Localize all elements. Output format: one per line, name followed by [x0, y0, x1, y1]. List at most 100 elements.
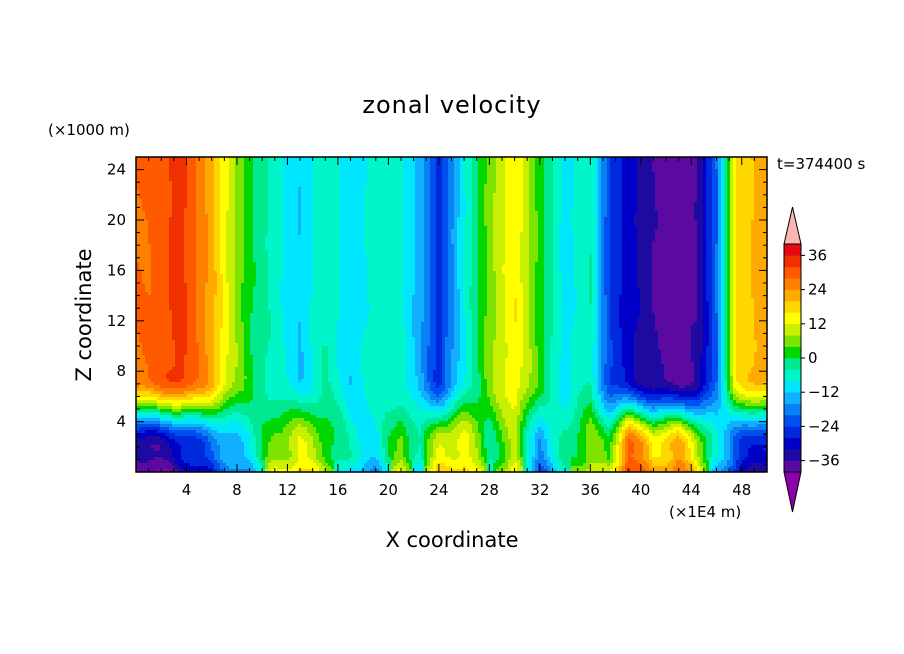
field-cell	[430, 301, 437, 305]
field-cell	[721, 352, 725, 356]
field-cell	[445, 346, 455, 350]
field-cell	[505, 229, 524, 233]
field-cell	[730, 157, 734, 161]
field-cell	[487, 163, 497, 167]
field-cell	[487, 256, 494, 260]
field-cell	[610, 169, 623, 173]
field-cell	[523, 364, 533, 368]
field-cell	[283, 214, 299, 218]
field-cell	[655, 322, 695, 326]
field-cell	[172, 208, 185, 212]
field-cell	[487, 268, 494, 272]
field-cell	[268, 280, 281, 284]
field-cell	[595, 247, 599, 251]
field-cell	[286, 367, 299, 371]
field-cell	[553, 241, 560, 245]
field-cell	[205, 328, 215, 332]
field-cell	[136, 298, 170, 302]
field-cell	[601, 289, 605, 293]
field-cell	[424, 382, 431, 386]
field-cell	[505, 253, 521, 257]
field-cell	[622, 229, 638, 233]
field-cell	[601, 280, 605, 284]
field-cell	[718, 370, 722, 374]
field-cell	[493, 211, 506, 215]
field-cell	[286, 361, 299, 365]
field-cell	[424, 241, 431, 245]
field-cell	[610, 211, 623, 215]
field-cell	[457, 370, 467, 374]
field-cell	[154, 382, 194, 386]
field-cell	[322, 361, 329, 365]
field-cell	[445, 388, 449, 392]
field-cell	[424, 283, 431, 287]
field-cell	[706, 157, 713, 161]
field-cell	[430, 238, 437, 242]
field-cell	[550, 367, 560, 371]
field-cell	[244, 175, 254, 179]
field-cell	[424, 310, 431, 314]
field-cell	[286, 355, 299, 359]
field-cell	[313, 292, 341, 296]
field-cell	[553, 274, 563, 278]
field-cell	[493, 250, 506, 254]
field-cell	[472, 364, 479, 368]
field-cell	[457, 274, 464, 278]
field-cell	[454, 169, 461, 173]
field-cell	[715, 385, 719, 389]
field-cell	[628, 397, 638, 401]
field-cell	[283, 232, 299, 236]
field-cell	[244, 163, 254, 167]
field-cell	[313, 175, 341, 179]
field-cell	[520, 271, 530, 275]
field-cell	[151, 292, 170, 296]
field-cell	[301, 217, 314, 221]
field-cell	[598, 340, 602, 344]
field-cell	[655, 319, 698, 323]
field-cell	[718, 253, 722, 257]
field-cell	[712, 178, 719, 182]
field-cell	[208, 355, 215, 359]
field-cell	[727, 388, 731, 392]
field-cell	[235, 280, 245, 284]
field-cell	[424, 178, 431, 182]
field-cell	[313, 184, 341, 188]
field-cell	[496, 286, 506, 290]
field-cell	[706, 166, 713, 170]
field-cell	[751, 157, 768, 161]
field-cell	[505, 388, 518, 392]
field-cell	[607, 358, 614, 362]
field-cell	[523, 310, 530, 314]
field-cell	[721, 385, 725, 389]
field-cell	[577, 397, 593, 401]
field-cell	[484, 370, 494, 374]
field-cell	[571, 226, 596, 230]
field-cell	[721, 169, 725, 173]
field-cell	[403, 292, 416, 296]
field-cell	[595, 241, 599, 245]
field-cell	[706, 250, 713, 254]
field-cell	[598, 385, 602, 389]
field-cell	[700, 361, 707, 365]
field-cell	[235, 376, 248, 380]
field-cell	[172, 190, 188, 194]
field-cell	[283, 181, 314, 185]
field-cell	[622, 340, 635, 344]
field-cell	[637, 319, 656, 323]
field-cell	[712, 247, 716, 251]
field-cell	[283, 331, 299, 335]
field-cell	[484, 208, 494, 212]
field-cell	[691, 355, 701, 359]
field-cell	[559, 247, 575, 251]
field-cell	[652, 244, 698, 248]
field-cell	[250, 334, 272, 338]
field-cell	[622, 172, 638, 176]
field-cell	[529, 211, 539, 215]
field-cell	[226, 370, 236, 374]
field-cell	[208, 220, 215, 224]
field-cell	[727, 196, 731, 200]
field-cell	[253, 289, 269, 293]
field-cell	[466, 352, 473, 356]
field-cell	[136, 256, 152, 260]
field-cell	[568, 400, 578, 404]
